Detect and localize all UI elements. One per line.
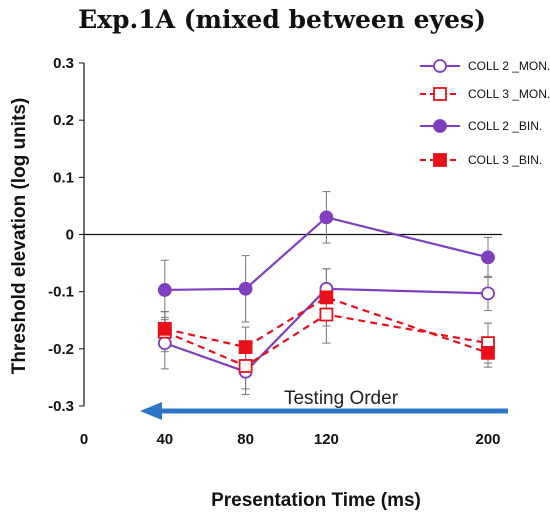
data-point — [238, 359, 253, 373]
data-point — [481, 286, 495, 301]
data-point — [319, 307, 334, 322]
legend-marker — [433, 119, 447, 133]
x-axis-title: Presentation Time (ms) — [211, 490, 421, 511]
data-point — [157, 283, 172, 297]
x-tick-label: 120 — [314, 431, 339, 448]
data-point — [238, 340, 253, 355]
legend-marker — [433, 87, 447, 101]
data-point — [481, 345, 495, 360]
legend-label: COLL 2 _BIN. — [468, 119, 542, 133]
legend-marker — [433, 59, 447, 73]
y-tick-label: 0.3 — [53, 55, 74, 72]
testing-order-label: Testing Order — [284, 388, 399, 409]
x-tick-label: 0 — [80, 431, 88, 448]
x-tick-label: 200 — [475, 431, 500, 448]
x-tick-label: 80 — [237, 431, 254, 448]
y-axis-title: Threshold elevation (log units) — [9, 98, 30, 375]
series-markers — [157, 210, 495, 379]
y-tick-label: 0.1 — [53, 169, 74, 186]
testing-order-annotation: Testing Order — [140, 388, 508, 420]
x-tick-label: 40 — [156, 431, 173, 448]
chart-title: Exp.1A (mixed between eyes) — [78, 5, 486, 34]
legend-label: COLL 3 _BIN. — [468, 153, 542, 167]
data-point — [481, 250, 495, 265]
data-point — [238, 281, 253, 296]
data-point — [157, 321, 172, 336]
data-point — [319, 210, 334, 225]
y-tick-label: 0 — [66, 227, 74, 244]
series-line — [164, 216, 489, 292]
data-point — [319, 290, 334, 305]
testing-order-arrowhead — [140, 402, 162, 420]
series-lines — [164, 216, 489, 373]
legend-marker — [433, 153, 447, 167]
legend: COLL 2 _MON. COLL 3 _MON. COLL 2 _BIN. COLL… — [420, 59, 550, 167]
chart-axes: 0.3 0.2 0.1 0 -0.1 -0.2 -0.3 0 40 80 120 200 — [48, 55, 502, 448]
legend-label: COLL 3 _MON. — [468, 87, 550, 101]
legend-label: COLL 2 _MON. — [468, 59, 550, 73]
series-line — [164, 313, 489, 368]
y-tick-label: -0.3 — [48, 398, 74, 415]
y-tick-label: 0.2 — [53, 112, 74, 129]
series-line — [164, 287, 489, 373]
data-point — [157, 336, 172, 351]
series-line — [164, 296, 489, 354]
y-tick-label: -0.1 — [48, 284, 74, 301]
y-tick-label: -0.2 — [48, 341, 74, 358]
